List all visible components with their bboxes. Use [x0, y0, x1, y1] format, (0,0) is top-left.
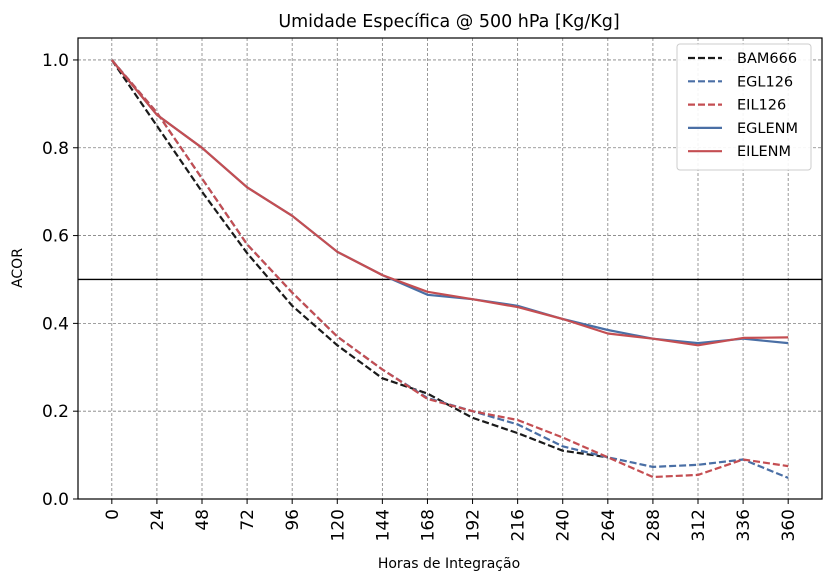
series-group	[110, 59, 789, 479]
y-tick-label: 0.0	[42, 490, 69, 510]
legend-label-eglenm: EGLENM	[737, 121, 798, 137]
legend-label-eil126: EIL126	[737, 98, 786, 114]
legend-label-bam666: BAM666	[737, 51, 797, 67]
x-tick-label: 144	[373, 509, 393, 541]
y-tick-label: 0.2	[42, 402, 69, 422]
x-axis-label: Horas de Integração	[378, 556, 520, 572]
plot-frame	[77, 37, 823, 500]
y-tick-label: 0.6	[42, 227, 69, 247]
legend-box	[676, 43, 812, 171]
x-tick-label: 168	[418, 509, 438, 541]
series-line-eil126	[110, 59, 789, 479]
y-axis-label: ACOR	[10, 248, 26, 288]
x-tick-label: 72	[238, 509, 258, 531]
x-tick-label: 216	[509, 509, 529, 541]
series-line-bam666	[110, 59, 608, 459]
x-tick-label: 96	[283, 509, 303, 531]
y-tick-label: 0.8	[42, 139, 69, 159]
x-tick-label: 24	[148, 509, 168, 531]
x-tick-label: 48	[193, 509, 213, 531]
series-line-eilenm	[110, 59, 789, 347]
x-tick-label: 288	[644, 509, 664, 541]
x-tick-label: 264	[599, 509, 619, 541]
x-tick-label: 336	[734, 509, 754, 541]
x-tick-label: 240	[554, 509, 574, 541]
x-tick-label: 0	[103, 509, 123, 520]
legend-label-eilenm: EILENM	[737, 144, 791, 160]
x-tick-label: 312	[689, 509, 709, 541]
x-tick-label: 192	[464, 509, 484, 541]
x-tick-label: 120	[328, 509, 348, 541]
chart-title: Umidade Específica @ 500 hPa [Kg/Kg]	[278, 12, 619, 32]
y-tick-label: 1.0	[42, 51, 69, 71]
x-tick-label: 360	[779, 509, 799, 541]
ticks: 0 24 48 72 96 120 144 168 192 216 240 264 288 312 336 3…	[42, 51, 799, 542]
legend-label-egl126: EGL126	[737, 74, 793, 90]
y-tick-label: 0.4	[42, 314, 69, 334]
legend: BAM666 EGL126 EIL126 EGLENM EILENM	[676, 43, 812, 171]
